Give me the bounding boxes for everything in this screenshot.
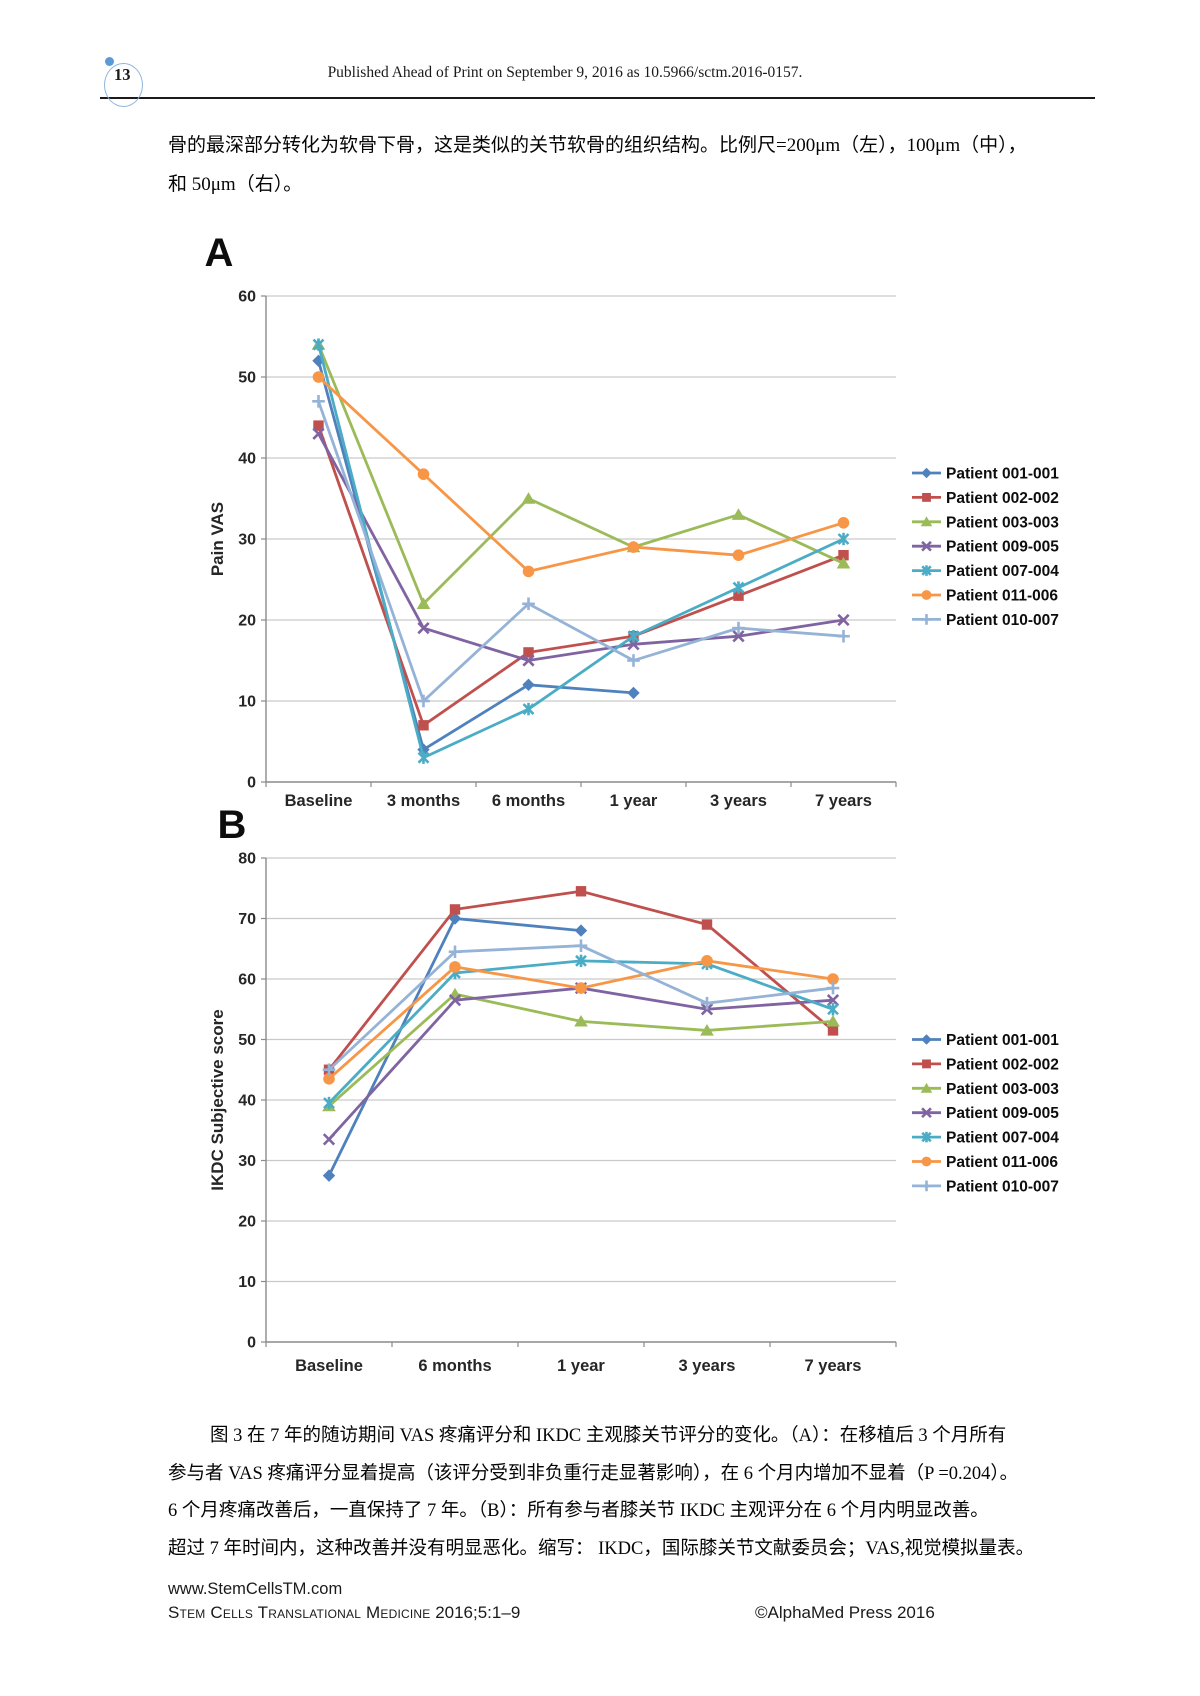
header-publication-note: Published Ahead of Print on September 9,… <box>327 64 803 81</box>
footer-journal-citation: Stem Cells Translational Medicine 2016;5… <box>168 1603 520 1623</box>
svg-text:6 months: 6 months <box>492 792 565 810</box>
svg-text:20: 20 <box>238 613 256 630</box>
svg-text:70: 70 <box>238 911 256 928</box>
page-number: 13 <box>114 65 131 84</box>
svg-text:Patient 001-001: Patient 001-001 <box>946 466 1059 483</box>
svg-text:10: 10 <box>238 694 256 711</box>
svg-text:IKDC Subjective score: IKDC Subjective score <box>208 1009 227 1190</box>
svg-text:7 years: 7 years <box>815 792 872 810</box>
svg-text:Patient 003-003: Patient 003-003 <box>946 1081 1059 1098</box>
svg-text:Baseline: Baseline <box>295 1357 363 1375</box>
footer-website: www.StemCellsTM.com <box>168 1580 343 1598</box>
svg-text:30: 30 <box>238 532 256 549</box>
svg-text:Patient 011-006: Patient 011-006 <box>946 1154 1058 1171</box>
svg-text:B: B <box>218 803 247 847</box>
intro-line-2: 和 50μm（右）。 <box>168 174 303 195</box>
svg-text:6 months: 6 months <box>418 1357 491 1375</box>
svg-text:3 months: 3 months <box>387 792 460 810</box>
svg-text:50: 50 <box>238 370 256 387</box>
caption-line-2: 参与者 VAS 疼痛评分显着提高（该评分受到非负重行走显著影响），在 6 个月内… <box>168 1463 1019 1484</box>
svg-text:3 years: 3 years <box>710 792 767 810</box>
intro-paragraph: 骨的最深部分转化为软骨下骨，这是类似的关节软骨的组织结构。比例尺=200μm（左… <box>168 126 1088 204</box>
svg-text:Patient 002-002: Patient 002-002 <box>946 490 1059 507</box>
page-number-annotation: 13 <box>101 56 147 108</box>
intro-line-1: 骨的最深部分转化为软骨下骨，这是类似的关节软骨的组织结构。比例尺=200μm（左… <box>168 135 1027 156</box>
svg-text:Patient 009-005: Patient 009-005 <box>946 539 1059 556</box>
svg-text:Baseline: Baseline <box>285 792 353 810</box>
svg-text:1 year: 1 year <box>610 792 658 810</box>
pain-vas-line-chart: 0 10 20 30 40 50 60 Baseline 3 months 6 months 1 y… <box>205 231 1060 810</box>
svg-text:0: 0 <box>247 775 256 792</box>
svg-text:7 years: 7 years <box>805 1357 862 1375</box>
svg-text:Patient 010-007: Patient 010-007 <box>946 612 1059 629</box>
svg-text:Patient 011-006: Patient 011-006 <box>946 588 1058 605</box>
svg-text:60: 60 <box>238 972 256 989</box>
svg-text:20: 20 <box>238 1214 256 1231</box>
svg-text:Patient 001-001: Patient 001-001 <box>946 1032 1059 1049</box>
journal-name: Stem Cells Translational Medicine <box>168 1603 431 1622</box>
svg-text:A: A <box>205 231 234 275</box>
journal-citation: 2016;5:1–9 <box>435 1603 521 1622</box>
svg-text:40: 40 <box>238 1093 256 1110</box>
svg-text:80: 80 <box>238 851 256 868</box>
svg-text:Patient 003-003: Patient 003-003 <box>946 514 1059 531</box>
svg-text:50: 50 <box>238 1032 256 1049</box>
svg-text:1 year: 1 year <box>557 1357 605 1375</box>
annotation-circle-icon <box>104 63 143 107</box>
ikdc-score-line-chart: 0 10 20 30 40 50 60 70 80 Baseline 6 months 1 year 3… <box>208 803 1059 1375</box>
svg-text:30: 30 <box>238 1153 256 1170</box>
svg-text:0: 0 <box>247 1335 256 1352</box>
header-rule <box>100 97 1095 99</box>
svg-text:Patient 009-005: Patient 009-005 <box>946 1105 1059 1122</box>
figure-panel-b: 0 10 20 30 40 50 60 70 80 Baseline 6 months 1 year 3… <box>160 745 1200 1435</box>
svg-text:60: 60 <box>238 289 256 306</box>
svg-text:Patient 007-004: Patient 007-004 <box>946 563 1059 580</box>
svg-text:Patient 002-002: Patient 002-002 <box>946 1056 1059 1073</box>
figure-caption: 图 3 在 7 年的随访期间 VAS 疼痛评分和 IKDC 主观膝关节评分的变化… <box>168 1418 1093 1568</box>
svg-text:3 years: 3 years <box>679 1357 736 1375</box>
svg-text:Pain VAS: Pain VAS <box>208 502 227 576</box>
caption-line-3: 6 个月疼痛改善后，一直保持了 7 年。（B）：所有参与者膝关节 IKDC 主观… <box>168 1501 989 1521</box>
figure-panel-a: 0 10 20 30 40 50 60 Baseline 3 months 6 months 1 y… <box>160 210 1200 836</box>
annotation-dot-icon <box>105 57 114 66</box>
svg-text:40: 40 <box>238 451 256 468</box>
svg-text:10: 10 <box>238 1274 256 1291</box>
svg-text:Patient 010-007: Patient 010-007 <box>946 1178 1059 1195</box>
svg-text:Patient 007-004: Patient 007-004 <box>946 1130 1059 1147</box>
caption-line-4: 超过 7 年时间内，这种改善并没有明显恶化。缩写： IKDC，国际膝关节文献委员… <box>168 1538 1035 1559</box>
footer-copyright: ©AlphaMed Press 2016 <box>755 1603 935 1622</box>
caption-line-1: 图 3 在 7 年的随访期间 VAS 疼痛评分和 IKDC 主观膝关节评分的变化… <box>210 1426 1007 1446</box>
